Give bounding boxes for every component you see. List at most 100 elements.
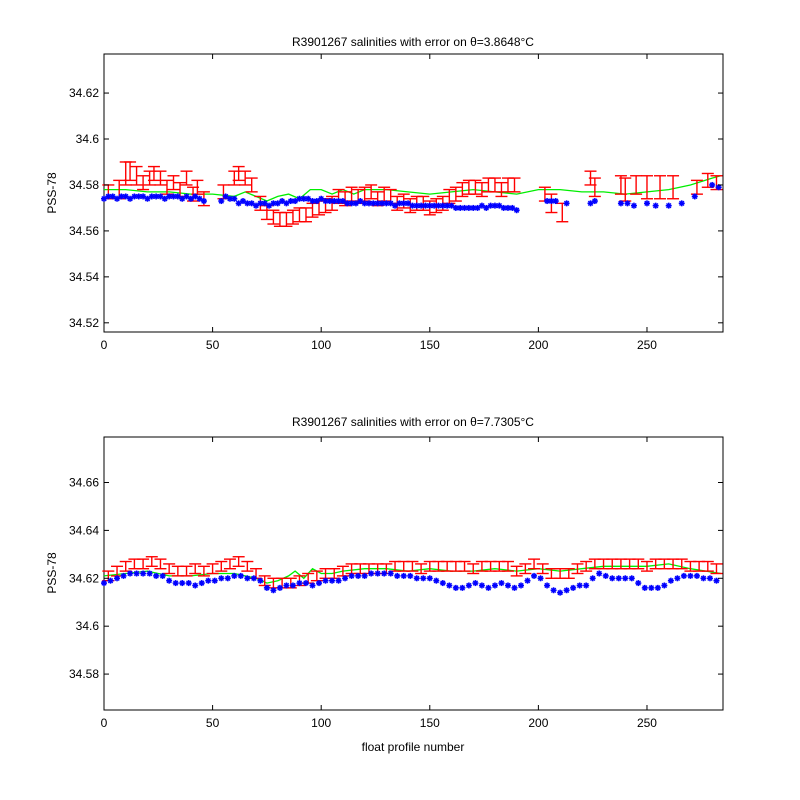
- data-point: [292, 198, 299, 205]
- error-bar: [701, 560, 714, 572]
- data-point: [224, 575, 231, 582]
- data-point: [248, 200, 255, 207]
- marker-stroke: [387, 200, 394, 207]
- marker-stroke: [266, 202, 272, 209]
- marker-stroke: [277, 585, 283, 591]
- data-point: [474, 204, 481, 211]
- y-tick-label: 34.58: [69, 178, 99, 192]
- data-point: [318, 195, 325, 202]
- data-point: [667, 577, 674, 584]
- marker-stroke: [681, 573, 687, 579]
- marker-stroke: [603, 573, 609, 579]
- error-bar: [675, 558, 688, 570]
- data-point: [609, 575, 616, 582]
- error-bar: [180, 170, 193, 186]
- top-chart-x-ticks: 0 50 100 150 200 250: [101, 54, 657, 352]
- data-point: [140, 570, 147, 577]
- error-bar: [189, 563, 202, 575]
- marker-stroke: [511, 585, 518, 591]
- marker-stroke: [231, 196, 238, 202]
- marker-stroke: [655, 585, 661, 591]
- marker-stroke: [366, 200, 372, 207]
- marker-stroke: [692, 193, 698, 200]
- marker-stroke: [368, 570, 374, 577]
- marker-stroke: [101, 196, 107, 202]
- marker-stroke: [618, 200, 624, 207]
- marker-stroke: [694, 573, 700, 579]
- data-point: [483, 204, 490, 211]
- marker-stroke: [270, 200, 277, 207]
- marker-stroke: [105, 193, 112, 200]
- marker-stroke: [700, 575, 707, 581]
- data-point: [114, 195, 121, 202]
- x-tick-label: 150: [420, 338, 440, 352]
- marker-stroke: [218, 575, 224, 581]
- error-bar: [167, 175, 180, 191]
- marker-stroke: [192, 582, 198, 589]
- marker-stroke: [479, 582, 485, 589]
- marker-stroke: [470, 205, 476, 211]
- marker-stroke: [642, 585, 648, 591]
- data-point: [700, 575, 707, 582]
- data-point: [433, 577, 440, 584]
- marker-stroke: [162, 196, 168, 202]
- marker-stroke: [196, 196, 203, 202]
- error-bar: [163, 563, 176, 575]
- marker-stroke: [222, 193, 229, 200]
- data-point: [452, 584, 459, 591]
- marker-stroke: [199, 580, 205, 586]
- data-point: [491, 582, 498, 589]
- y-tick-label: 34.62: [69, 86, 99, 100]
- marker-stroke: [409, 202, 416, 209]
- data-point: [435, 202, 442, 209]
- data-point: [504, 582, 511, 589]
- data-point: [192, 582, 199, 589]
- data-point: [478, 202, 485, 209]
- error-bar: [130, 165, 143, 186]
- marker-stroke: [713, 577, 720, 584]
- data-point: [166, 577, 173, 584]
- data-point: [583, 582, 590, 589]
- marker-stroke: [505, 205, 511, 211]
- marker-stroke: [687, 573, 694, 579]
- error-bar: [286, 209, 299, 225]
- marker-stroke: [553, 198, 559, 204]
- marker-stroke: [492, 582, 498, 589]
- marker-stroke: [133, 570, 140, 577]
- marker-stroke: [457, 205, 463, 211]
- data-point: [179, 580, 186, 587]
- marker-stroke: [127, 570, 133, 577]
- error-bar: [458, 560, 471, 572]
- marker-stroke: [327, 198, 333, 204]
- marker-stroke: [596, 570, 602, 577]
- marker-stroke: [170, 193, 177, 200]
- marker-stroke: [118, 193, 125, 200]
- marker-stroke: [570, 585, 576, 591]
- marker-stroke: [114, 196, 120, 202]
- x-tick-label: 150: [420, 716, 440, 730]
- data-point: [678, 200, 685, 207]
- marker-stroke: [668, 577, 674, 584]
- marker-stroke: [492, 202, 498, 209]
- error-bar: [580, 560, 593, 572]
- marker-stroke: [212, 577, 218, 584]
- marker-stroke: [253, 202, 259, 209]
- data-point: [509, 204, 516, 211]
- marker-stroke: [563, 200, 570, 207]
- data-point: [185, 580, 192, 587]
- data-point: [140, 193, 147, 200]
- marker-stroke: [140, 193, 146, 200]
- marker-stroke: [674, 575, 681, 581]
- data-point: [135, 193, 142, 200]
- data-point: [133, 570, 140, 577]
- marker-stroke: [544, 582, 550, 589]
- error-bar: [588, 177, 601, 198]
- marker-stroke: [661, 582, 668, 589]
- data-point: [231, 572, 238, 579]
- data-point: [405, 200, 412, 207]
- chart-title: R3901267 salinities with error on θ=7.73…: [292, 415, 534, 429]
- data-point: [287, 198, 294, 205]
- data-point: [146, 570, 153, 577]
- marker-stroke: [666, 202, 672, 209]
- marker-stroke: [537, 575, 544, 581]
